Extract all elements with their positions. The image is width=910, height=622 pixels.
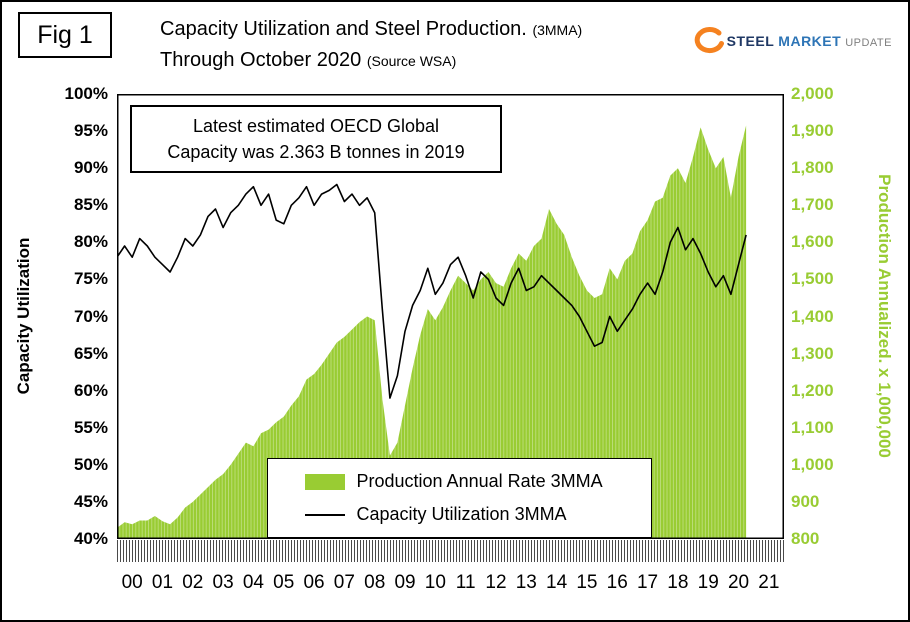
y-axis-right-tick: 1,200 <box>791 380 834 400</box>
x-axis-tick: 18 <box>667 572 689 593</box>
legend-item-production: Production Annual Rate 3MMA <box>304 471 615 492</box>
y-axis-left-tick: 95% <box>73 121 108 141</box>
title-main-suffix: (3MMA) <box>532 22 583 38</box>
production-swatch <box>304 473 345 490</box>
title-period: Through October 2020 <box>160 49 362 71</box>
logo-word-update: UPDATE <box>845 37 892 49</box>
y-axis-left-tick: 85% <box>73 195 108 215</box>
y-axis-right-tick: 1,800 <box>791 158 834 178</box>
y-axis-left-tick: 70% <box>73 306 108 326</box>
plot-border <box>117 94 784 539</box>
y-axis-right-tick: 900 <box>791 491 820 511</box>
x-axis-tick: 01 <box>151 572 174 593</box>
y-axis-left-tick: 60% <box>73 380 108 400</box>
y-axis-left-title: Capacity Utilization <box>14 237 33 395</box>
smu-logo: STEEL MARKET UPDATE <box>690 26 892 56</box>
y-axis-left-tick: 40% <box>73 529 108 548</box>
x-axis-tick: 12 <box>485 572 507 593</box>
y-axis-right-ticks: 2,000 1,900 1,800 1,700 1,600 1,500 1,400 1,300… <box>791 2 861 620</box>
y-axis-right-tick: 1,500 <box>791 269 834 289</box>
y-axis-right-tick: 1,300 <box>791 343 834 363</box>
x-axis-tick: 16 <box>606 572 628 593</box>
y-axis-right-tick: 1,600 <box>791 232 834 252</box>
x-axis-tick: 00 <box>121 572 143 593</box>
x-axis-tick: 07 <box>333 572 355 593</box>
annotation-line-1: Latest estimated OECD Global <box>192 116 440 136</box>
y-axis-right-title: Production Annualized. x 1,000,000 <box>875 174 894 458</box>
production-area-bar-texture <box>117 125 747 539</box>
y-axis-left-tick: 65% <box>73 343 108 363</box>
x-axis-tick: 19 <box>697 572 719 593</box>
x-axis-tick: 14 <box>546 572 568 593</box>
fig-label: Fig 1 <box>37 20 93 49</box>
x-axis-minor-tick-band <box>117 540 784 562</box>
x-axis-tick: 05 <box>273 572 295 593</box>
x-axis-tick: 09 <box>394 572 416 593</box>
title-source: (Source WSA) <box>366 53 457 69</box>
x-axis-tick: 21 <box>758 572 780 593</box>
chart-title: Capacity Utilization and Steel Productio… <box>160 14 582 76</box>
capacity-utilization-line-series <box>117 183 747 399</box>
legend-box: Production Annual Rate 3MMA Capacity Uti… <box>267 458 652 538</box>
logo-swoosh-icon <box>694 27 724 53</box>
x-axis-tick: 11 <box>455 572 476 593</box>
fig-label-box: Fig 1 <box>18 12 112 58</box>
annotation-box: Latest estimated OECD Global Capacity wa… <box>130 105 502 173</box>
x-axis-tick: 04 <box>242 572 264 593</box>
y-axis-left-tick: 50% <box>73 454 108 474</box>
y-axis-left-tick: 90% <box>73 158 108 178</box>
y-axis-left-tick: 100% <box>64 84 108 103</box>
logo-text: STEEL MARKET UPDATE <box>727 33 892 49</box>
x-axis-tick: 10 <box>424 572 446 593</box>
legend-label-production: Production Annual Rate 3MMA <box>356 471 603 491</box>
x-axis-tick: 08 <box>364 572 386 593</box>
x-axis-tick: 15 <box>576 572 598 593</box>
x-axis-tick: 02 <box>182 572 204 593</box>
x-axis-tick: 03 <box>212 572 234 593</box>
y-axis-right-tick: 2,000 <box>791 84 834 103</box>
y-axis-right-tick: 1,900 <box>791 121 834 141</box>
y-axis-right-tick: 800 <box>791 529 820 548</box>
annotation-line-2: Capacity was 2.363 B tonnes in 2019 <box>167 142 465 162</box>
title-line-1: Capacity Utilization and Steel Productio… <box>160 14 582 45</box>
y-axis-left-tick: 80% <box>73 232 108 252</box>
title-line-2: Through October 2020 (Source WSA) <box>160 45 582 76</box>
y-axis-right-tick: 1,700 <box>791 195 834 215</box>
y-axis-left-tick: 45% <box>73 491 108 511</box>
title-main: Capacity Utilization and Steel Productio… <box>160 18 527 40</box>
x-axis-tick: 06 <box>303 572 325 593</box>
y-axis-right-tick: 1,000 <box>791 454 834 474</box>
legend-item-utilization: Capacity Utilization 3MMA <box>304 504 615 525</box>
y-axis-left-tick: 75% <box>73 269 108 289</box>
utilization-line-swatch <box>304 513 345 516</box>
x-axis-tick: 13 <box>515 572 537 593</box>
x-axis-tick: 17 <box>636 572 659 593</box>
y-axis-left-tick: 55% <box>73 417 108 437</box>
y-axis-left-ticks: 100% 95% 90% 85% 80% 75% 70% 65% 60% 55% 50% 45% 40% <box>36 2 108 620</box>
legend-label-utilization: Capacity Utilization 3MMA <box>356 504 567 524</box>
logo-word-market: MARKET <box>778 33 842 49</box>
y-axis-right-tick: 1,100 <box>791 417 834 437</box>
y-axis-right-tick: 1,400 <box>791 306 834 326</box>
x-axis-tick: 20 <box>727 572 750 593</box>
logo-word-steel: STEEL <box>726 33 775 49</box>
chart-plot <box>117 94 784 539</box>
